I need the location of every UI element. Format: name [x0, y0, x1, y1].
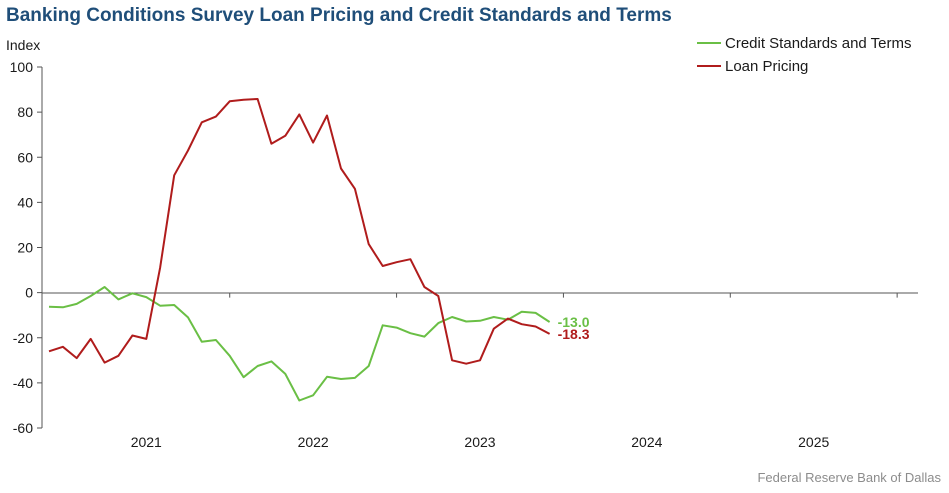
series-line-loan-pricing: [48, 98, 551, 365]
y-tick-label: 0: [25, 285, 33, 301]
x-tick-label: 2023: [464, 434, 495, 450]
y-tick-label: 100: [10, 59, 34, 75]
y-axis-label: Index: [6, 37, 40, 53]
end-value-label: -18.3: [558, 326, 590, 342]
x-tick-label: 2022: [298, 434, 329, 450]
y-tick-label: -40: [13, 375, 33, 391]
y-tick-label: 40: [17, 194, 33, 210]
y-tick-label: 20: [17, 240, 33, 256]
series-line-credit-standards: [48, 286, 551, 402]
end-value-label: -13.0: [558, 314, 590, 330]
chart-title: Banking Conditions Survey Loan Pricing a…: [6, 5, 672, 26]
legend-label: Loan Pricing: [725, 58, 808, 75]
y-tick-label: 60: [17, 149, 33, 165]
x-ticks: 2021 2022 2023 2024 2025: [131, 292, 898, 450]
legend-label: Credit Standards and Terms: [725, 35, 911, 52]
x-tick-label: 2025: [798, 434, 829, 450]
legend: Credit Standards and Terms Loan Pricing: [697, 35, 911, 75]
y-tick-label: -20: [13, 330, 33, 346]
y-ticks: -60 -40 -20 0 20 40 60 80 100: [10, 59, 42, 436]
source-note: Federal Reserve Bank of Dallas: [757, 470, 941, 485]
x-tick-label: 2021: [131, 434, 162, 450]
y-tick-label: -60: [13, 420, 33, 436]
x-tick-label: 2024: [631, 434, 662, 450]
series-layer: -13.0-18.3: [48, 98, 590, 402]
y-tick-label: 80: [17, 104, 33, 120]
